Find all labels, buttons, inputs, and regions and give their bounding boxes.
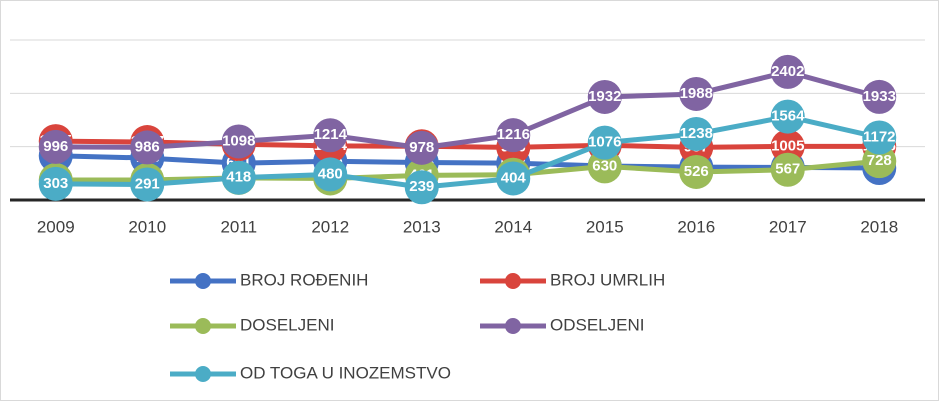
data-label: 239	[409, 178, 434, 195]
legend-marker	[195, 273, 211, 289]
data-point	[38, 129, 73, 164]
data-point	[130, 130, 165, 165]
data-point	[679, 76, 714, 111]
data-label: 1564	[771, 108, 805, 125]
x-tick-label: 2010	[128, 217, 166, 236]
legend-marker	[505, 273, 521, 289]
data-label: 1005	[771, 137, 804, 154]
data-label: 480	[318, 165, 343, 182]
x-tick-label: 2014	[494, 217, 532, 236]
data-point	[130, 167, 165, 202]
data-label: 404	[501, 169, 527, 186]
data-label: 303	[43, 175, 68, 192]
data-label: 567	[775, 161, 800, 178]
data-point	[770, 54, 805, 89]
data-point	[587, 149, 622, 184]
data-point	[770, 152, 805, 187]
data-point	[221, 124, 256, 159]
data-point	[770, 129, 805, 164]
data-point	[404, 130, 439, 165]
data-point	[404, 170, 439, 205]
legend-label: ODSELJENI	[550, 315, 644, 334]
data-label: 1932	[588, 88, 621, 105]
legend-marker	[195, 318, 211, 334]
data-label: 1098	[222, 132, 255, 149]
data-label: 418	[226, 169, 251, 186]
data-label: 986	[135, 138, 160, 155]
legend-marker	[195, 366, 211, 382]
data-label: 526	[684, 163, 709, 180]
x-tick-label: 2015	[586, 217, 624, 236]
legend-label: DOSELJENI	[240, 315, 334, 334]
data-point	[679, 116, 714, 151]
legend-label: OD TOGA U INOZEMSTVO	[240, 363, 451, 382]
data-point	[221, 160, 256, 195]
x-tick-label: 2012	[311, 217, 349, 236]
data-label: 630	[592, 157, 617, 174]
x-tick-label: 2013	[403, 217, 441, 236]
data-label: 978	[409, 139, 434, 156]
data-point	[862, 144, 897, 179]
data-point	[496, 161, 531, 196]
series-line	[55, 153, 880, 171]
data-label: 291	[135, 175, 160, 192]
series-line	[55, 114, 880, 190]
data-point	[587, 125, 622, 160]
x-tick-label: 2018	[860, 217, 898, 236]
data-point	[770, 99, 805, 134]
data-point	[679, 154, 714, 189]
data-label: 996	[43, 138, 68, 155]
legend-label: BROJ ROĐENIH	[240, 270, 368, 289]
x-tick-label: 2009	[37, 217, 75, 236]
data-label: 1238	[680, 125, 713, 142]
legend-label: BROJ UMRLIH	[550, 270, 665, 289]
x-tick-label: 2016	[677, 217, 715, 236]
series-line	[55, 69, 880, 151]
data-point	[587, 79, 622, 114]
data-label: 728	[867, 152, 892, 169]
x-tick-label: 2017	[769, 217, 807, 236]
data-label: 1216	[497, 126, 530, 143]
data-point	[496, 118, 531, 153]
data-point	[313, 118, 348, 153]
data-point	[313, 157, 348, 192]
data-label: 1076	[588, 134, 621, 151]
data-point	[38, 166, 73, 201]
data-label: 2402	[771, 63, 804, 80]
data-point	[862, 79, 897, 114]
legend-marker	[505, 318, 521, 334]
x-tick-label: 2011	[220, 217, 257, 236]
data-label: 1988	[680, 85, 713, 102]
data-label: 1214	[314, 126, 348, 143]
data-point	[862, 120, 897, 155]
data-label: 1172	[863, 128, 896, 145]
data-label: 1933	[863, 88, 896, 105]
